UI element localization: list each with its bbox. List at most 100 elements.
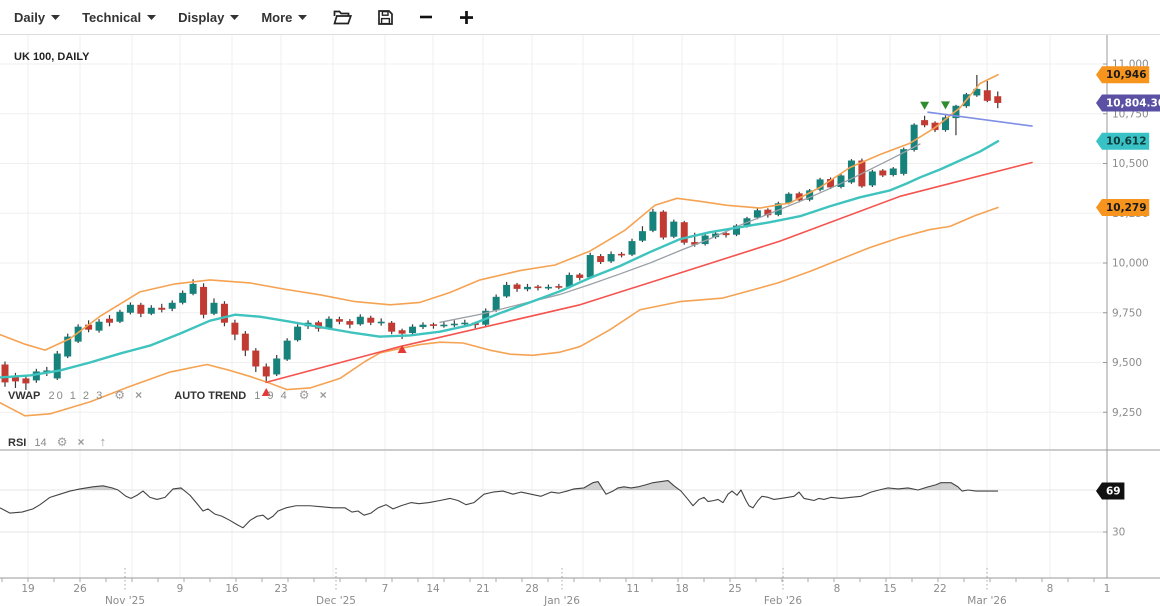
- candle: [847, 160, 855, 183]
- buy-signal-marker: [397, 345, 407, 354]
- candle: [450, 323, 458, 326]
- candle: [722, 233, 730, 236]
- candle: [534, 286, 542, 289]
- candle: [168, 302, 176, 309]
- vwap-remove-icon[interactable]: ×: [135, 388, 143, 402]
- candle: [158, 307, 166, 310]
- candle: [74, 326, 82, 342]
- auto-trend-settings-gear-icon[interactable]: ⚙: [298, 388, 310, 402]
- candle: [670, 221, 678, 237]
- rsi-value-tag: [1096, 482, 1125, 500]
- candle: [774, 203, 782, 215]
- candle: [806, 190, 814, 200]
- zoom-out-button[interactable]: [419, 10, 433, 24]
- rsi-remove-icon[interactable]: ×: [77, 435, 85, 449]
- candle: [492, 296, 500, 311]
- menu-daily-label: Daily: [14, 9, 46, 25]
- auto-trend-indicator-params: 1 9 4: [254, 390, 289, 402]
- candle: [691, 242, 699, 245]
- auto-trend-remove-icon[interactable]: ×: [319, 388, 327, 402]
- vwap-settings-gear-icon[interactable]: ⚙: [114, 388, 126, 402]
- candle: [555, 286, 563, 288]
- menu-technical[interactable]: Technical: [82, 10, 157, 25]
- candle: [356, 316, 364, 325]
- vwap-indicator-label: VWAP: [8, 390, 41, 402]
- candle: [921, 120, 929, 126]
- candle: [712, 233, 720, 238]
- candle: [273, 358, 281, 375]
- price-tag: [1096, 66, 1150, 84]
- candle: [95, 321, 103, 331]
- candle: [283, 340, 291, 360]
- candle: [64, 336, 72, 357]
- time-axis-day-label: 8: [834, 583, 841, 595]
- candle: [827, 179, 835, 188]
- candle: [931, 122, 939, 131]
- time-axis-day-label: 11: [626, 583, 639, 595]
- candle: [910, 124, 918, 150]
- candle: [409, 326, 417, 334]
- rsi-legend-row: RSI 14 ⚙ × ↑: [8, 434, 106, 449]
- rsi-line: [0, 479, 998, 529]
- menu-more[interactable]: More: [261, 10, 308, 25]
- band-lower-line: [0, 206, 999, 417]
- time-axis-day-label: 9: [177, 583, 184, 595]
- menu-daily[interactable]: Daily: [14, 9, 61, 25]
- candle: [576, 274, 584, 278]
- price-tag-label: 10,279: [1106, 202, 1147, 214]
- candle: [753, 210, 761, 218]
- time-axis-day-label: 26: [73, 583, 87, 595]
- menu-display[interactable]: Display: [178, 10, 240, 25]
- candle: [388, 322, 396, 332]
- auto-trend-indicator-label: AUTO TREND: [174, 390, 247, 402]
- time-axis-day-label: 8: [1047, 583, 1054, 595]
- candle: [179, 292, 187, 303]
- candle: [628, 241, 636, 255]
- candle: [22, 378, 30, 384]
- candle: [189, 283, 197, 294]
- time-axis-month-label: Mar '26: [967, 595, 1007, 606]
- save-icon: [378, 9, 394, 25]
- price-axis[interactable]: [1107, 35, 1160, 578]
- time-axis-day-label: 1: [1104, 583, 1111, 595]
- candle: [733, 225, 740, 235]
- rsi-settings-gear-icon[interactable]: ⚙: [56, 435, 68, 449]
- candle: [701, 235, 709, 245]
- candle: [638, 231, 646, 241]
- candle: [126, 304, 134, 313]
- candle: [503, 284, 511, 297]
- candle: [513, 284, 521, 289]
- toolbar: Daily Technical Display More: [0, 0, 1160, 35]
- candle: [942, 117, 949, 131]
- time-axis-day-label: 19: [21, 583, 34, 595]
- symbol-title: UK 100, DAILY: [14, 51, 90, 63]
- candle: [618, 253, 626, 256]
- price-tag-label: 10,612: [1106, 136, 1147, 148]
- time-axis-day-label: 22: [933, 583, 946, 595]
- time-axis-month-label: Dec '25: [316, 595, 356, 606]
- candle: [325, 318, 333, 329]
- time-axis-day-label: 7: [382, 583, 389, 595]
- rsi-move-pane-up-icon[interactable]: ↑: [99, 434, 107, 449]
- candle: [346, 321, 354, 325]
- rsi-indicator-label: RSI: [8, 437, 27, 449]
- sell-signal-marker: [920, 101, 930, 110]
- price-axis-label: 10,000: [1112, 258, 1149, 270]
- price-tag: [1096, 132, 1150, 150]
- candle: [565, 274, 573, 287]
- open-layout-button[interactable]: [333, 10, 353, 25]
- candle: [1, 364, 9, 383]
- band-upper-line: [0, 73, 999, 351]
- time-axis[interactable]: [0, 578, 1107, 606]
- time-axis-day-label: 21: [476, 583, 489, 595]
- price-axis-label: 9,250: [1112, 407, 1142, 419]
- vwap-line: [0, 140, 1000, 379]
- zoom-in-button[interactable]: [459, 10, 474, 25]
- save-layout-button[interactable]: [378, 9, 394, 25]
- candle: [429, 324, 437, 326]
- candle: [116, 311, 124, 322]
- candle: [795, 193, 803, 201]
- candle: [419, 324, 427, 328]
